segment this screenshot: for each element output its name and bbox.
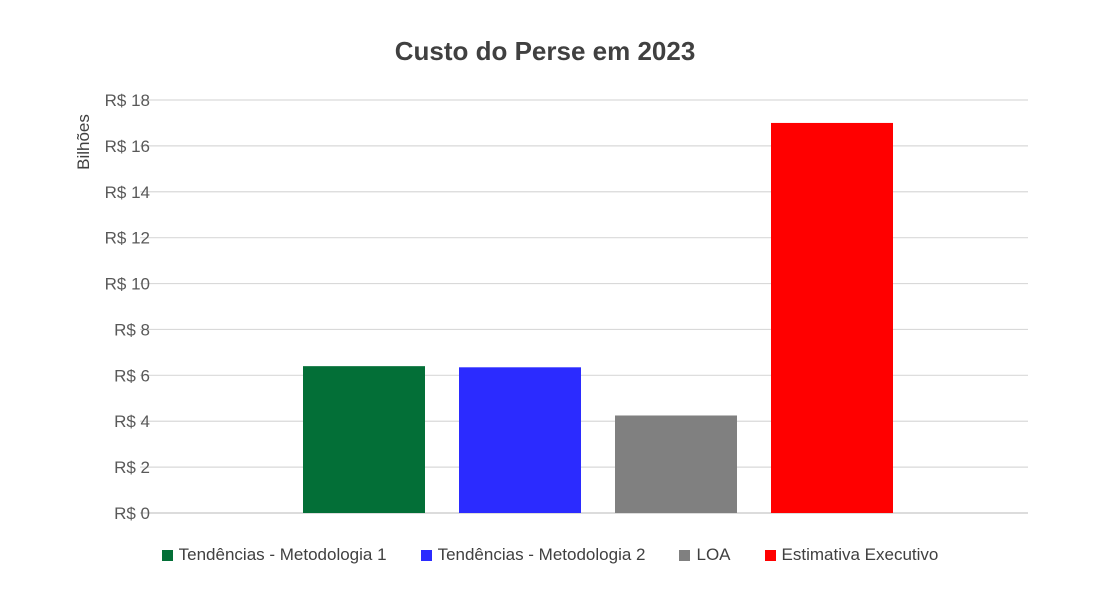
bar (771, 122, 893, 513)
legend-label: Estimativa Executivo (781, 545, 939, 564)
bar (459, 367, 581, 513)
y-axis-ticks: R$ 0 R$ 2 R$ 4 R$ 6 R$ 8 R$ 10 R$ 12 R$ 14 R$ 16… (105, 91, 150, 523)
legend-swatch (161, 549, 173, 561)
legend-label: Tendências - Metodologia 1 (178, 545, 387, 564)
legend-swatch (679, 549, 691, 561)
y-tick-label: R$ 14 (105, 183, 150, 202)
bars (303, 122, 893, 513)
y-tick-label: R$ 2 (114, 458, 150, 477)
legend-label: LOA (696, 545, 731, 564)
legend-item: LOA (679, 545, 731, 565)
legend: Tendências - Metodologia 1 Tendências - M… (0, 545, 1100, 565)
legend-item: Tendências - Metodologia 2 (420, 545, 646, 565)
y-tick-label: R$ 12 (105, 229, 150, 248)
legend-swatch (764, 549, 776, 561)
y-tick-label: R$ 10 (105, 275, 150, 294)
legend-item: Tendências - Metodologia 1 (161, 545, 387, 565)
y-tick-label: R$ 16 (105, 137, 150, 156)
y-tick-label: R$ 6 (114, 366, 150, 385)
legend-label: Tendências - Metodologia 2 (437, 545, 646, 564)
y-tick-label: R$ 0 (114, 504, 150, 523)
bar (303, 366, 425, 513)
y-tick-label: R$ 18 (105, 91, 150, 110)
bar (615, 415, 737, 513)
y-tick-label: R$ 8 (114, 320, 150, 339)
gridlines (140, 99, 1028, 514)
legend-item: Estimativa Executivo (764, 545, 939, 565)
legend-swatch (420, 549, 432, 561)
y-tick-label: R$ 4 (114, 412, 150, 431)
chart-title: Custo do Perse em 2023 (394, 36, 696, 66)
